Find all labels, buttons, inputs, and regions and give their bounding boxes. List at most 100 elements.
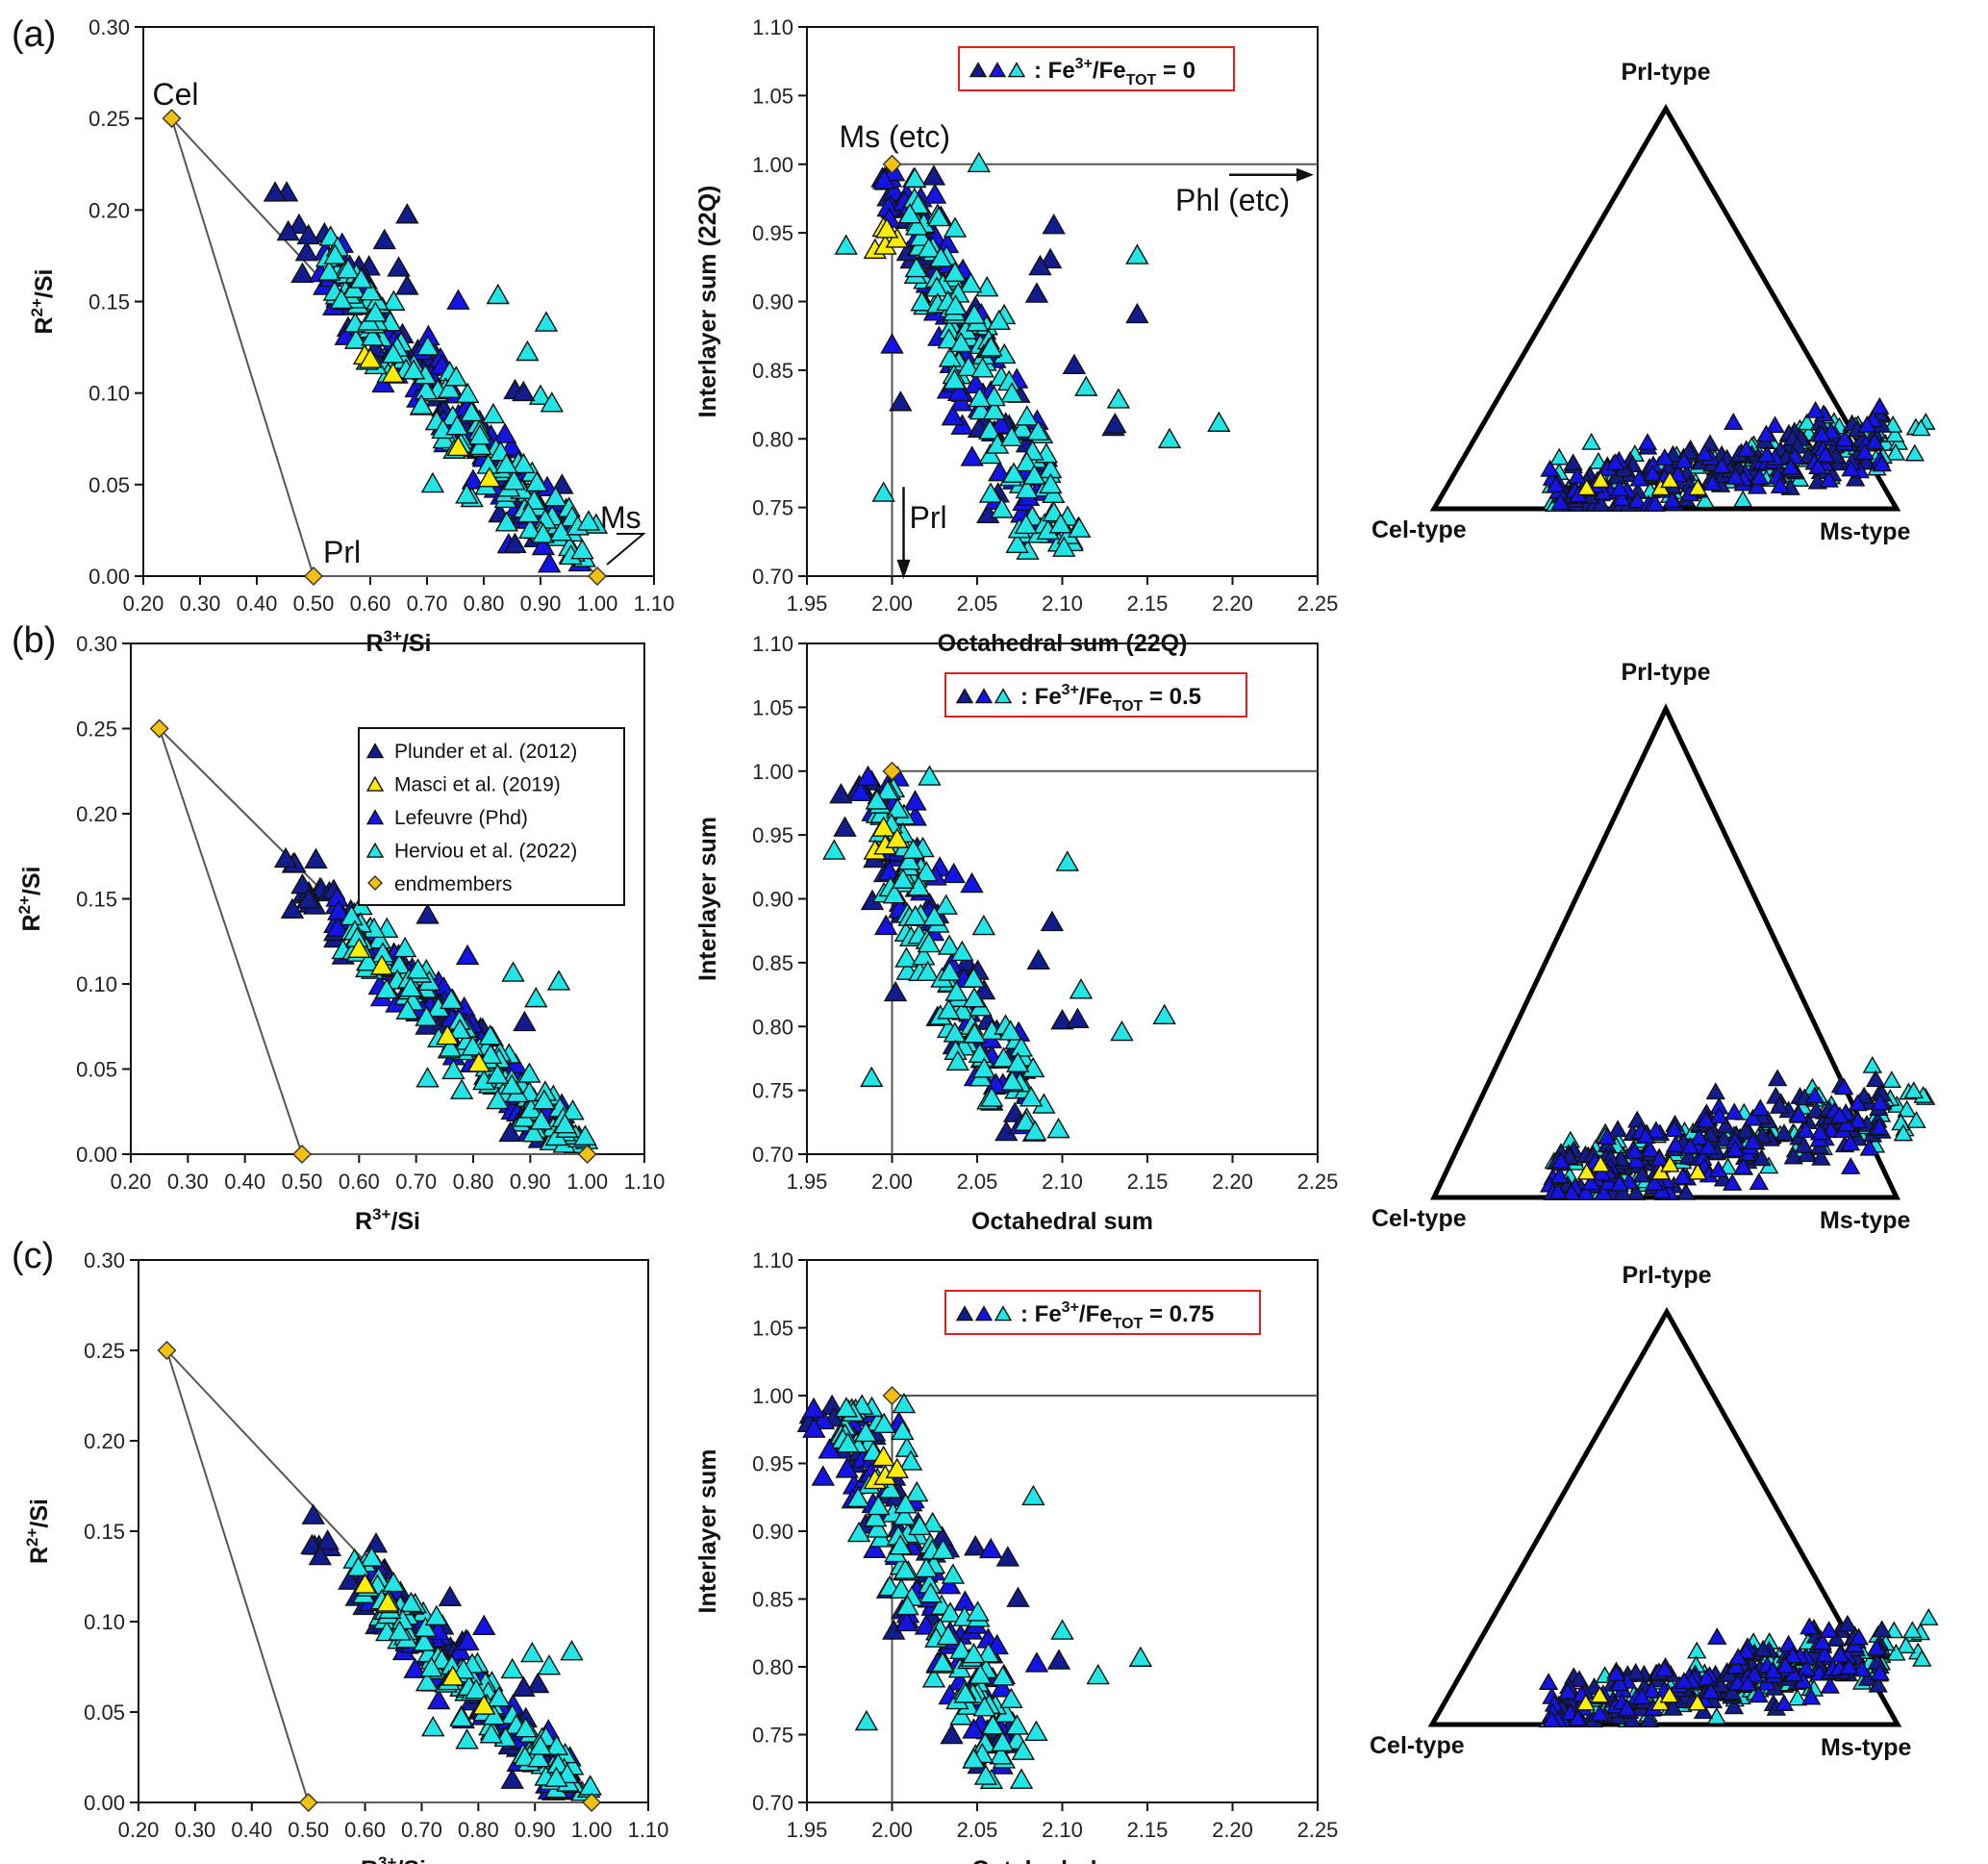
data-point-herviou (854, 1709, 879, 1731)
data-point-herviou (561, 1099, 585, 1121)
data-point-herviou (1006, 1051, 1030, 1072)
data-point-herviou (972, 1696, 996, 1717)
y-tick-label: 0.10 (84, 1610, 125, 1634)
data-point-plunder (372, 228, 396, 250)
data-point-masci (440, 1665, 466, 1686)
y-tick-label: 0.95 (752, 823, 793, 847)
data-point-lefeuvre (1848, 1094, 1868, 1112)
data-point-lefeuvre (863, 1537, 887, 1558)
data-point-lefeuvre (1854, 442, 1875, 461)
data-point-herviou (894, 946, 919, 968)
data-point-lefeuvre (1605, 453, 1625, 471)
data-point-plunder (1625, 1662, 1646, 1680)
data-point-herviou (875, 779, 900, 800)
data-point-lefeuvre (1696, 1110, 1716, 1128)
y-tick-label: 0.10 (76, 972, 117, 996)
x-tick-label: 0.30 (174, 1818, 215, 1842)
data-point-herviou (994, 1305, 1013, 1322)
data-point-lefeuvre (1841, 1156, 1861, 1174)
data-point-plunder (500, 1768, 524, 1789)
data-point-plunder (940, 1723, 964, 1745)
data-point-herviou (512, 452, 536, 474)
data-point-lefeuvre (325, 916, 350, 937)
data-point-herviou (922, 905, 946, 926)
data-point-lefeuvre (942, 862, 966, 884)
data-point-lefeuvre (1617, 1699, 1637, 1717)
data-point-herviou (392, 936, 417, 958)
data-point-lefeuvre (1627, 491, 1648, 509)
data-point-lefeuvre (1696, 1669, 1717, 1686)
data-point-plunder (1774, 1123, 1795, 1141)
data-point-plunder (512, 1675, 536, 1697)
data-point-plunder (513, 1010, 537, 1032)
data-point-herviou (527, 1747, 551, 1768)
data-point-lefeuvre (962, 1718, 986, 1739)
data-point-plunder (833, 816, 857, 837)
data-point-herviou (486, 1088, 510, 1110)
data-point-lefeuvre (1782, 1646, 1802, 1664)
data-point-herviou (1005, 1714, 1029, 1735)
data-point-herviou (962, 303, 987, 324)
data-point-lefeuvre (948, 390, 973, 412)
data-point-herviou (893, 1504, 917, 1525)
data-point-plunder (1632, 1165, 1652, 1183)
data-point-lefeuvre (365, 809, 385, 825)
note-box (944, 1290, 1261, 1335)
data-point-herviou (420, 471, 445, 493)
data-point-lefeuvre (1819, 1621, 1839, 1638)
data-point-plunder (1062, 353, 1087, 374)
data-point-herviou (500, 1657, 524, 1679)
data-point-herviou (329, 288, 354, 310)
data-point-herviou (904, 256, 928, 278)
data-point-plunder (395, 274, 419, 295)
data-point-masci (369, 954, 394, 975)
data-point-herviou (944, 980, 969, 1001)
data-point-herviou (1055, 850, 1080, 871)
data-point-herviou (409, 393, 434, 415)
x-axis-label: R3+/Si (361, 1853, 426, 1864)
legend-label: Masci et al. (2019) (394, 774, 561, 796)
y-tick-label: 0.25 (88, 107, 130, 131)
data-point-plunder (290, 873, 315, 894)
data-point-lefeuvre (1590, 1703, 1610, 1722)
data-point-lefeuvre (1561, 1183, 1582, 1201)
data-point-herviou (950, 940, 974, 962)
data-point-plunder (365, 743, 385, 759)
data-point-lefeuvre (1673, 1672, 1695, 1690)
data-point-lefeuvre (1597, 1127, 1618, 1146)
y-tick-label: 1.05 (752, 1317, 793, 1341)
y-axis-label: R2+/Si (28, 268, 58, 334)
data-point-masci (1575, 1693, 1596, 1711)
data-point-lefeuvre (472, 1614, 496, 1636)
data-point-plunder (1783, 1146, 1803, 1165)
data-point-herviou (1152, 1003, 1176, 1025)
data-point-lefeuvre (1654, 1659, 1674, 1677)
data-point-masci (871, 816, 895, 837)
data-point-plunder (1825, 1628, 1847, 1647)
legend-label: Lefeuvre (Phd) (394, 807, 528, 829)
data-point-herviou (441, 1058, 466, 1080)
data-point-herviou (893, 1558, 918, 1579)
data-point-plunder (387, 256, 411, 277)
data-point-herviou (532, 1089, 557, 1110)
data-point-herviou (1001, 462, 1026, 483)
data-point-herviou (487, 1686, 511, 1707)
data-point-masci (1660, 1154, 1680, 1172)
arrow-prl-head (896, 559, 911, 579)
data-point-herviou (502, 469, 526, 491)
data-point-lefeuvre (1609, 1173, 1630, 1192)
data-point-herviou (1005, 532, 1029, 553)
data-point-plunder (364, 1532, 389, 1553)
data-point-herviou (978, 418, 1002, 440)
data-point-lefeuvre (446, 289, 470, 310)
data-point-herviou (543, 486, 567, 507)
data-point-lefeuvre (880, 333, 904, 354)
data-point-herviou (987, 309, 1011, 331)
data-point-herviou (534, 311, 559, 332)
vertex-label-prl-type: Prl-type (1622, 1262, 1711, 1289)
data-point-herviou (1911, 418, 1931, 437)
data-point-lefeuvre (1839, 1656, 1859, 1675)
data-point-masci (472, 1694, 496, 1715)
data-point-plunder (1794, 1136, 1814, 1153)
data-point-herviou (920, 1511, 944, 1533)
